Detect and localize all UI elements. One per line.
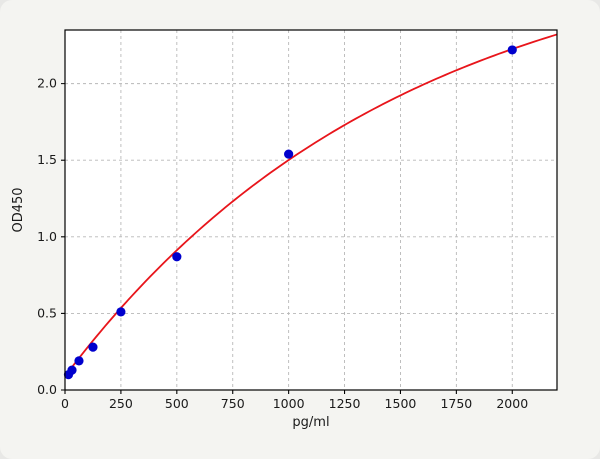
y-axis-label: OD450 <box>11 187 26 232</box>
plot-area <box>65 30 557 390</box>
data-point <box>507 45 517 55</box>
x-tick-label: 1500 <box>385 396 417 411</box>
x-tick-label: 1750 <box>440 396 472 411</box>
axes-border <box>64 29 558 391</box>
fit-curve <box>64 33 558 377</box>
data-point <box>67 365 77 375</box>
x-tick-label: 0 <box>61 396 69 411</box>
x-tick-label: 1000 <box>273 396 305 411</box>
x-axis-label: pg/ml <box>292 415 329 430</box>
data-point <box>284 149 294 159</box>
x-tick-label: 750 <box>221 396 245 411</box>
data-point <box>88 342 98 352</box>
y-tick-label: 1.5 <box>37 152 57 167</box>
x-tick-label: 2000 <box>496 396 528 411</box>
y-tick-label: 0.5 <box>37 305 57 320</box>
x-tick-label: 250 <box>109 396 133 411</box>
data-point <box>116 307 126 317</box>
data-point <box>172 252 182 262</box>
x-tick-label: 500 <box>165 396 189 411</box>
y-tick-label: 2.0 <box>37 76 57 91</box>
data-point <box>74 356 84 366</box>
x-tick-label: 1250 <box>329 396 361 411</box>
y-tick-label: 0.0 <box>37 382 57 397</box>
y-tick-label: 1.0 <box>37 229 57 244</box>
